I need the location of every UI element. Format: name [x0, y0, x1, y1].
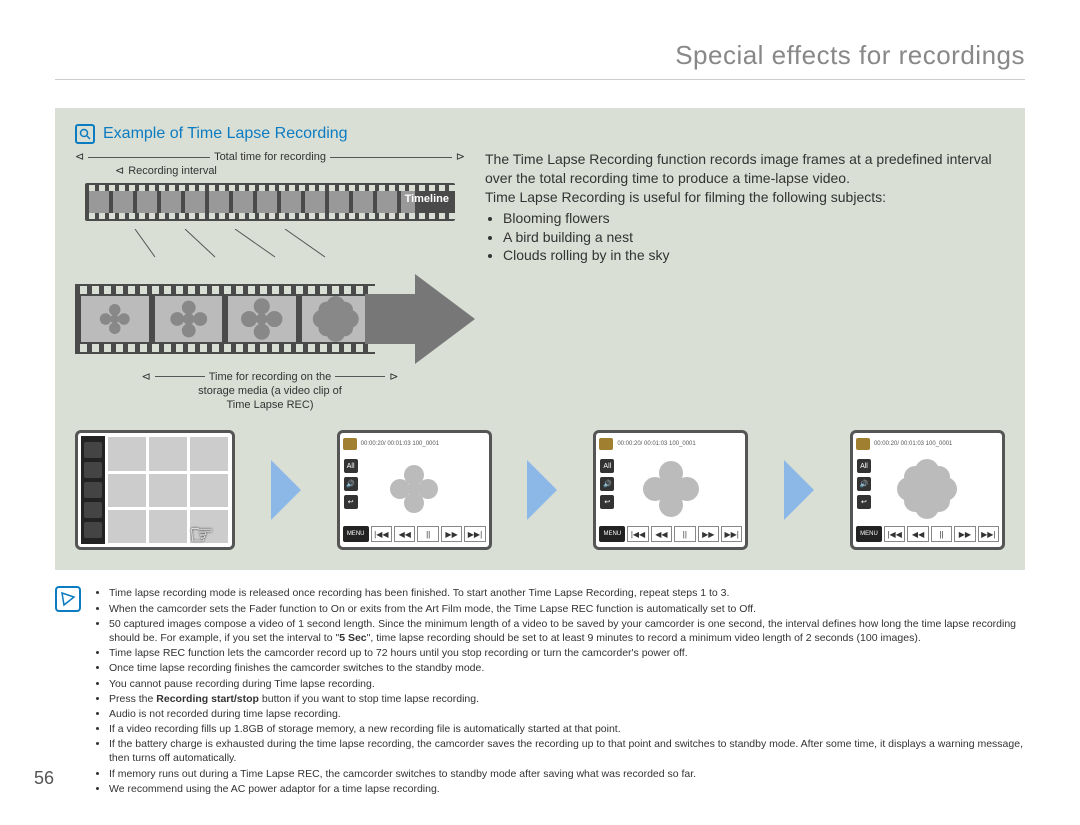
arrow-right-icon	[784, 460, 814, 520]
control-pause: ||	[417, 526, 438, 542]
control-prev: |◀◀	[627, 526, 648, 542]
note-item: Time lapse REC function lets the camcord…	[109, 646, 1025, 660]
label-interval: Recording interval	[128, 164, 217, 178]
playback-sequence: ☞ 00:00:20/ 00:01:03 100_0001 All 🔊 ↩	[75, 430, 1005, 550]
desc-para-1: The Time Lapse Recording function record…	[485, 150, 1005, 188]
film-strip-large	[75, 274, 465, 364]
all-label: All	[600, 459, 614, 473]
notes-list: Time lapse recording mode is released on…	[93, 586, 1025, 796]
menu-button: MENU	[856, 526, 882, 542]
desc-bullet: A bird building a nest	[503, 228, 1005, 247]
thumbnail	[108, 510, 146, 543]
thumbnail	[190, 474, 228, 507]
control-ff: ▶▶	[954, 526, 975, 542]
note-icon	[55, 586, 81, 612]
note-item: If the battery charge is exhausted durin…	[109, 737, 1025, 765]
timelapse-diagram: ⊲ Total time for recording ⊳ ⊲ Recording…	[75, 150, 465, 412]
thumbnail	[190, 437, 228, 470]
volume-icon: 🔊	[600, 477, 614, 491]
arrow-icon	[365, 274, 475, 364]
menu-button: MENU	[343, 526, 369, 542]
note-item: If memory runs out during a Time Lapse R…	[109, 767, 1025, 781]
thumbnail	[149, 510, 187, 543]
arrow-right-icon	[271, 460, 301, 520]
note-item: Time lapse recording mode is released on…	[109, 586, 1025, 600]
all-label: All	[857, 459, 871, 473]
notes-section: Time lapse recording mode is released on…	[55, 586, 1025, 796]
playback-screen: 00:00:20/ 00:01:03 100_0001 All 🔊 ↩ MENU…	[337, 430, 492, 550]
thumbnail	[149, 437, 187, 470]
note-item: When the camcorder sets the Fader functi…	[109, 602, 1025, 616]
control-next: ▶▶|	[464, 526, 485, 542]
play-indicator-icon	[599, 438, 613, 450]
control-pause: ||	[931, 526, 952, 542]
control-next: ▶▶|	[721, 526, 742, 542]
example-description: The Time Lapse Recording function record…	[485, 150, 1005, 412]
timecode: 00:00:20/ 00:01:03 100_0001	[361, 441, 439, 447]
desc-para-2: Time Lapse Recording is useful for filmi…	[485, 188, 1005, 207]
arrow-right-icon	[527, 460, 557, 520]
label-storage-l1: Time for recording on the	[209, 370, 331, 384]
flower-graphic	[897, 459, 957, 519]
control-ff: ▶▶	[441, 526, 462, 542]
page-title: Special effects for recordings	[55, 40, 1025, 80]
control-prev: |◀◀	[884, 526, 905, 542]
side-button	[84, 442, 102, 458]
thumbnail	[108, 474, 146, 507]
playback-screen: 00:00:20/ 00:01:03 100_0001 All 🔊 ↩ MENU…	[850, 430, 1005, 550]
play-indicator-icon	[343, 438, 357, 450]
volume-icon: 🔊	[857, 477, 871, 491]
side-button	[84, 502, 102, 518]
timecode: 00:00:20/ 00:01:03 100_0001	[874, 441, 952, 447]
label-storage-l2: storage media (a video clip of	[75, 384, 465, 398]
side-button	[84, 482, 102, 498]
control-rew: ◀◀	[394, 526, 415, 542]
label-storage-l3: Time Lapse REC)	[75, 398, 465, 412]
side-button	[84, 522, 102, 538]
note-item: 50 captured images compose a video of 1 …	[109, 617, 1025, 645]
control-rew: ◀◀	[907, 526, 928, 542]
note-item: Once time lapse recording finishes the c…	[109, 661, 1025, 675]
control-next: ▶▶|	[978, 526, 999, 542]
example-panel: Example of Time Lapse Recording ⊲ Total …	[55, 108, 1025, 570]
control-prev: |◀◀	[371, 526, 392, 542]
example-title: Example of Time Lapse Recording	[103, 125, 348, 143]
timecode: 00:00:20/ 00:01:03 100_0001	[617, 441, 695, 447]
desc-bullet: Clouds rolling by in the sky	[503, 246, 1005, 265]
menu-button: MENU	[599, 526, 625, 542]
desc-bullet: Blooming flowers	[503, 209, 1005, 228]
side-button	[84, 462, 102, 478]
flower-graphic	[384, 459, 444, 519]
control-ff: ▶▶	[698, 526, 719, 542]
note-item: We recommend using the AC power adaptor …	[109, 782, 1025, 796]
thumbnail-screen: ☞	[75, 430, 235, 550]
return-icon: ↩	[344, 495, 358, 509]
note-item: Audio is not recorded during time lapse …	[109, 707, 1025, 721]
note-item: Press the Recording start/stop button if…	[109, 692, 1025, 706]
note-item: You cannot pause recording during Time l…	[109, 677, 1025, 691]
label-total-time: Total time for recording	[214, 150, 326, 164]
film-strip-small: Timeline	[85, 183, 455, 221]
timeline-label: Timeline	[405, 193, 449, 205]
connector-lines	[75, 229, 465, 259]
control-rew: ◀◀	[651, 526, 672, 542]
control-pause: ||	[674, 526, 695, 542]
thumbnail	[149, 474, 187, 507]
magnifier-icon	[75, 124, 95, 144]
return-icon: ↩	[857, 495, 871, 509]
play-indicator-icon	[856, 438, 870, 450]
all-label: All	[344, 459, 358, 473]
thumbnail	[108, 437, 146, 470]
volume-icon: 🔊	[344, 477, 358, 491]
page-number: 56	[34, 768, 54, 789]
touch-hand-icon: ☞	[189, 518, 214, 551]
flower-graphic	[641, 459, 701, 519]
playback-screen: 00:00:20/ 00:01:03 100_0001 All 🔊 ↩ MENU…	[593, 430, 748, 550]
note-item: If a video recording fills up 1.8GB of s…	[109, 722, 1025, 736]
return-icon: ↩	[600, 495, 614, 509]
